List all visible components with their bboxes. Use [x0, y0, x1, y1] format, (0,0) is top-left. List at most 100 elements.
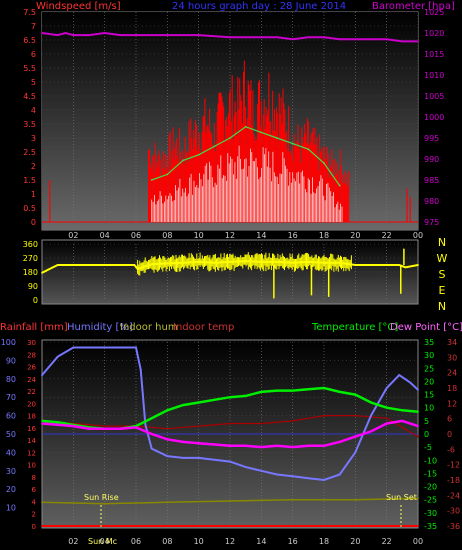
indoor-temp-line-point	[197, 425, 200, 427]
temperature-line-point	[401, 409, 404, 412]
hour-tick-label: 06	[131, 231, 141, 240]
wind-direction-line-point	[56, 264, 59, 266]
dew-point-line-point	[56, 423, 59, 426]
wind-direction-line-point	[72, 264, 75, 266]
dew-point-line-point	[260, 446, 263, 448]
rainfall-tick-label: 14	[27, 437, 36, 445]
humidity-line-point	[119, 346, 122, 349]
dew-point-line-point	[150, 433, 153, 435]
indoor-hum-line-point	[166, 501, 169, 504]
rainfall-line-point	[417, 525, 419, 527]
humidity-tick-label: 100	[1, 338, 16, 347]
dew-point-line-point	[385, 422, 388, 425]
hour-tick-label: 18	[319, 231, 329, 240]
indoor-temp-line-point	[417, 435, 419, 438]
windspeed-tick-label: 2.5	[23, 148, 36, 157]
humidity-line-point	[150, 447, 153, 450]
rainfall-tick-label: 0	[32, 523, 36, 531]
barometer-axis-label: Barometer [hpa]	[372, 1, 455, 12]
temperature-tick-label: -5	[424, 443, 432, 452]
barometer-line-point	[260, 36, 263, 39]
barometer-line	[41, 31, 418, 43]
indoor-temp-tick-label: 34	[447, 338, 457, 347]
humidity-tick-label: 90	[6, 356, 16, 365]
temperature-line-point	[229, 396, 231, 399]
temperature-tick-label: -10	[424, 456, 437, 465]
indoor-temp-tick-label: 24	[447, 369, 457, 378]
barometer-line-point	[56, 34, 59, 36]
humidity-line-point	[417, 388, 419, 391]
temperature-line-point	[385, 406, 388, 409]
temperature-line-point	[370, 401, 372, 404]
temperature-line-point	[276, 389, 278, 392]
barometer-line-point	[229, 36, 231, 39]
indoor-temp-tick-label: 18	[447, 384, 457, 393]
humidity-tick-label: 10	[6, 504, 16, 513]
humidity-line-point	[307, 477, 310, 480]
barometer-tick-label: 985	[424, 176, 439, 185]
hour-tick-label: 22	[382, 231, 392, 240]
temperature-tick-label: 25	[424, 364, 434, 373]
wind-panel-hour-ticks: 02 04 06 08 10 12 14 16 18 20 22 00	[68, 231, 423, 240]
barometer-line-point	[88, 34, 90, 36]
hour-tick-label: 04	[100, 537, 110, 546]
dew-point-line-point	[119, 427, 122, 430]
humidity-tick-label: 20	[6, 485, 16, 494]
hour-tick-label: 08	[162, 231, 172, 240]
humidity-line-point	[398, 374, 401, 376]
dew-point-line-point	[88, 427, 90, 430]
barometer-line-point	[166, 34, 169, 36]
rainfall-axis-label: Rainfall [mm]	[0, 322, 68, 333]
hour-tick-label: 02	[68, 231, 78, 240]
indoor-temp-tick-label: -36	[447, 522, 460, 531]
barometer-line-point	[291, 38, 294, 41]
temperature-tick-label: -35	[424, 522, 437, 531]
windspeed-average-line-point	[338, 184, 341, 187]
hour-tick-label: 04	[100, 231, 110, 240]
hour-tick-label: 14	[256, 537, 266, 546]
barometer-line-point	[354, 38, 357, 41]
indoor-temp-line-point	[260, 422, 263, 425]
indoor-temp-line-point	[385, 417, 388, 420]
rainfall-tick-label: 28	[27, 351, 36, 359]
windspeed-tick-label: 5	[31, 78, 36, 87]
windspeed-average-line-point	[166, 173, 169, 176]
rainfall-tick-label: 6	[32, 486, 37, 494]
temperature-tick-label: 5	[424, 417, 429, 426]
humidity-line-point	[323, 479, 325, 481]
windspeed-tick-label: 6	[31, 50, 36, 59]
humidity-line-point	[244, 466, 247, 468]
barometer-tick-label: 990	[424, 155, 439, 164]
dew-point-line-point	[417, 425, 419, 427]
windspeed-tick-label: 6.5	[23, 36, 36, 45]
windspeed-tick-label: 1.5	[23, 176, 36, 185]
barometer-line-point	[64, 32, 67, 34]
temperature-line-point	[307, 388, 310, 391]
humidity-line-point	[213, 458, 216, 461]
windspeed-tick-label: 2	[31, 162, 36, 171]
rainfall-tick-label: 24	[27, 376, 36, 384]
hour-tick-label: 18	[319, 537, 329, 546]
dew-point-line-point	[370, 430, 372, 433]
barometer-line-point	[338, 38, 341, 41]
windspeed-tick-label: 7.5	[23, 8, 36, 17]
indoor-temp-tick-label: 0	[447, 430, 452, 439]
windspeed-tick-label: 4.5	[23, 92, 36, 101]
indoor-temp-tick-label: -24	[447, 491, 460, 500]
indoor-hum-line-point	[103, 502, 106, 505]
indoor-hum-line-point	[41, 501, 43, 504]
hour-tick-label: 12	[225, 231, 235, 240]
dew-point-line-point	[338, 441, 341, 443]
temperature-axis-label: Temperature [°C]	[311, 322, 398, 333]
hour-tick-label: 06	[131, 537, 141, 546]
dew-point-line-point	[213, 443, 216, 446]
dew-point-line-point	[182, 441, 184, 443]
direction-tick-label: 180	[23, 268, 38, 277]
wind-direction-line-point	[354, 264, 357, 266]
temperature-tick-label: 35	[424, 338, 434, 347]
compass-label: N	[438, 300, 446, 313]
windspeed-tick-label: 4	[31, 106, 36, 115]
barometer-line-point	[103, 32, 106, 34]
dew-point-line-point	[307, 444, 310, 447]
humidity-tick-label: 70	[6, 393, 16, 402]
